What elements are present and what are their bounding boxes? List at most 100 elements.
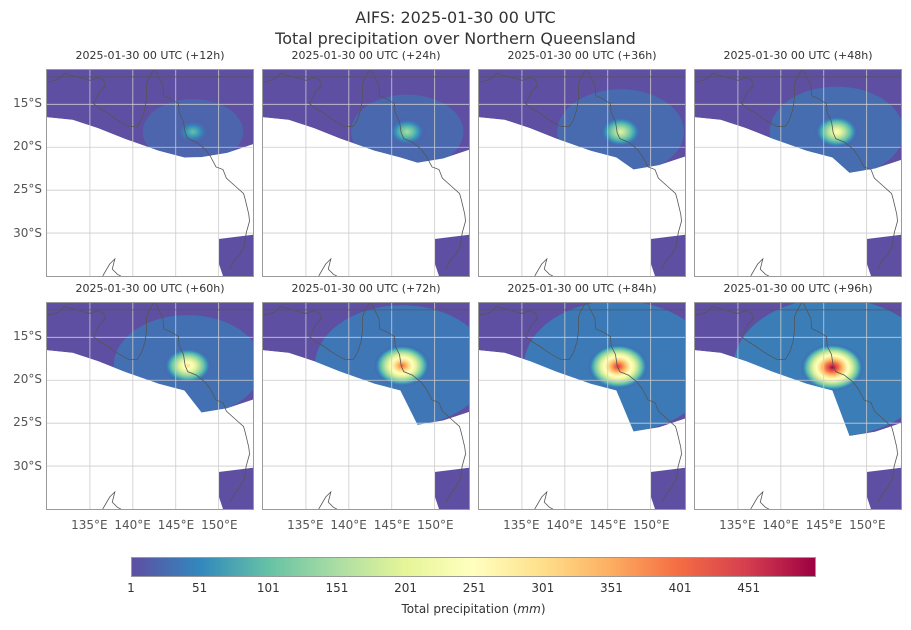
x-tick-label: 150°E: [633, 518, 670, 532]
coastline: [695, 70, 898, 270]
precip-map: [479, 70, 685, 276]
x-tick-label: 140°E: [546, 518, 583, 532]
map-panel: [694, 302, 902, 510]
coastline: [47, 303, 250, 503]
panel-title: 2025-01-30 00 UTC (+48h): [723, 49, 873, 62]
coastline-south: [102, 490, 121, 509]
x-tick-label: 140°E: [114, 518, 151, 532]
precip-map: [263, 70, 469, 276]
rain-patch-southeast: [434, 467, 469, 509]
x-tick-label: 140°E: [762, 518, 799, 532]
precip-maximum: [814, 115, 859, 149]
colorbar-tick-label: 101: [256, 581, 280, 595]
colorbar: [131, 557, 816, 577]
coastline-south: [102, 257, 121, 276]
panel-title: 2025-01-30 00 UTC (+60h): [75, 282, 225, 295]
rain-patch-southeast: [650, 234, 685, 276]
dry-region: [479, 117, 685, 276]
coastline-south: [318, 490, 337, 509]
dry-region: [695, 117, 901, 276]
colorbar-tick-label: 151: [325, 581, 349, 595]
dry-region: [695, 350, 901, 509]
precip-maximum: [373, 344, 431, 387]
dry-region: [479, 350, 685, 509]
coastline-south: [534, 490, 553, 509]
x-tick-label: 150°E: [849, 518, 886, 532]
y-tick-label: 25°S: [13, 182, 42, 197]
coastline-south: [750, 257, 769, 276]
x-tick-label: 135°E: [71, 518, 108, 532]
map-panel: [478, 302, 686, 510]
y-tick-label: 25°S: [13, 415, 42, 430]
panel-title: 2025-01-30 00 UTC (+84h): [507, 282, 657, 295]
colorbar-tick-label: 401: [668, 581, 692, 595]
panel-title: 2025-01-30 00 UTC (+72h): [291, 282, 441, 295]
coastline: [263, 303, 466, 503]
x-tick-label: 135°E: [503, 518, 540, 532]
precip-maximum: [587, 343, 649, 390]
precip-maximum: [800, 343, 865, 392]
coastline: [479, 303, 682, 503]
colorbar-label-prefix: Total precipitation (: [401, 602, 518, 616]
colorbar-label-suffix: ): [540, 602, 546, 616]
colorbar-tick-label: 251: [462, 581, 486, 595]
dry-region: [47, 350, 253, 509]
y-tick-label: 15°S: [13, 95, 42, 110]
precip-maximum: [599, 116, 642, 148]
precip-maximum: [163, 347, 212, 384]
coastline-south: [318, 257, 337, 276]
precip-map: [47, 70, 253, 276]
rain-patch-southeast: [218, 467, 253, 509]
colorbar-tick-label: 1: [127, 581, 135, 595]
panel-title: 2025-01-30 00 UTC (+24h): [291, 49, 441, 62]
coastline-south: [750, 490, 769, 509]
dry-region: [263, 117, 469, 276]
precip-map: [695, 70, 901, 276]
coastline: [263, 70, 466, 270]
precip-map: [695, 303, 901, 509]
y-tick-label: 15°S: [13, 328, 42, 343]
rain-patch-southeast: [650, 467, 685, 509]
x-tick-label: 150°E: [201, 518, 238, 532]
map-panel: [478, 69, 686, 277]
panel-title: 2025-01-30 00 UTC (+12h): [75, 49, 225, 62]
colorbar-label-unit: mm: [517, 602, 541, 616]
x-tick-label: 150°E: [417, 518, 454, 532]
colorbar-tick-label: 451: [737, 581, 761, 595]
precip-maximum: [388, 118, 427, 146]
map-panel: [46, 302, 254, 510]
precip-map: [47, 303, 253, 509]
chart-subtitle: Total precipitation over Northern Queens…: [275, 29, 636, 48]
panel-title: 2025-01-30 00 UTC (+36h): [507, 49, 657, 62]
colorbar-tick-label: 301: [531, 581, 555, 595]
x-tick-label: 135°E: [719, 518, 756, 532]
coastline: [695, 303, 898, 503]
precip-map: [263, 303, 469, 509]
y-tick-label: 30°S: [13, 458, 42, 473]
coastline: [47, 70, 250, 270]
colorbar-tick-label: 51: [191, 581, 208, 595]
dry-region: [47, 117, 253, 276]
rain-patch-southeast: [866, 467, 901, 509]
map-panel: [46, 69, 254, 277]
y-tick-label: 20°S: [13, 372, 42, 386]
rain-patch-southeast: [866, 234, 901, 276]
precip-map: [479, 303, 685, 509]
map-panel: [262, 69, 470, 277]
colorbar-tick-label: 201: [394, 581, 417, 595]
colorbar-label: Total precipitation (mm): [131, 602, 816, 616]
x-tick-label: 135°E: [287, 518, 324, 532]
chart-title: AIFS: 2025-01-30 00 UTC: [355, 8, 556, 27]
panel-title: 2025-01-30 00 UTC (+96h): [723, 282, 873, 295]
x-tick-label: 140°E: [330, 518, 367, 532]
coastline: [479, 70, 682, 270]
x-tick-label: 145°E: [805, 518, 843, 532]
rain-patch-southeast: [218, 234, 253, 276]
x-tick-label: 145°E: [157, 518, 195, 532]
map-panel: [262, 302, 470, 510]
coastline-south: [534, 257, 553, 276]
y-tick-label: 20°S: [13, 139, 42, 153]
x-tick-label: 145°E: [589, 518, 627, 532]
x-tick-label: 145°E: [373, 518, 411, 532]
y-tick-label: 30°S: [13, 225, 42, 240]
